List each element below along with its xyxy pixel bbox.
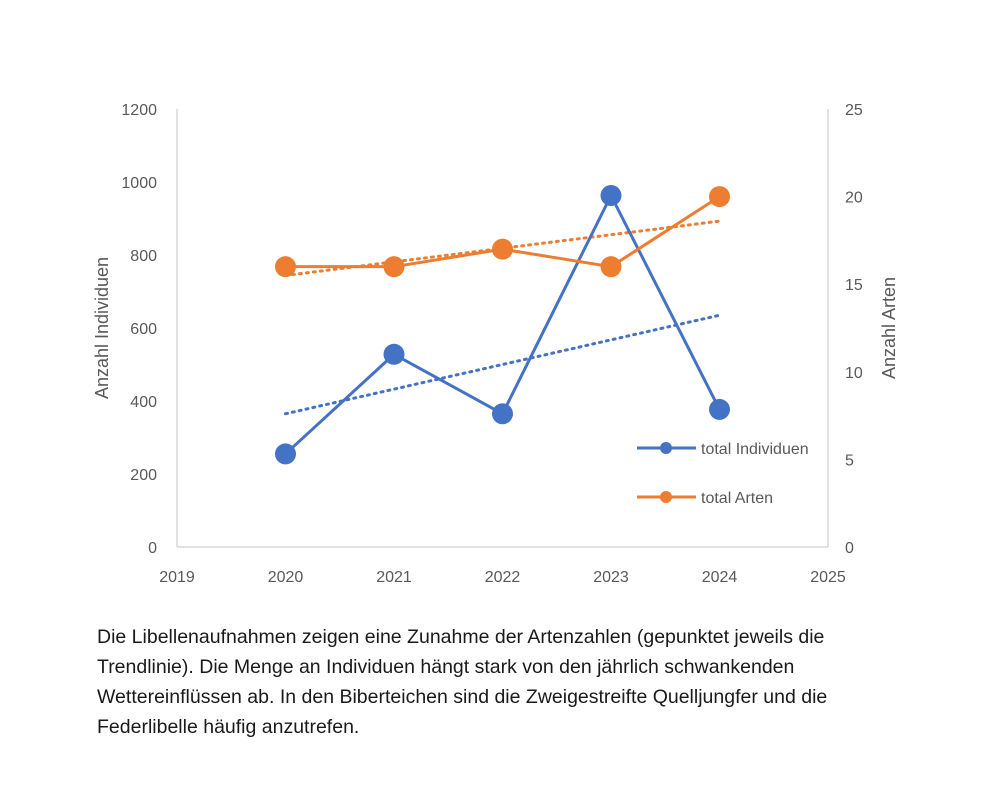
right-y-tick-5: 5 <box>845 452 854 469</box>
marker-total-individuen-2020 <box>275 443 296 465</box>
legend: total Individuen total Arten <box>637 441 809 507</box>
left-y-tick-200: 200 <box>130 467 157 484</box>
x-tick-2022: 2022 <box>485 569 521 586</box>
trendline-total-individuen <box>284 313 721 416</box>
series-markers <box>275 185 730 465</box>
x-tick-labels: 2019 2020 2021 2022 2023 2024 2025 <box>159 569 846 586</box>
right-y-tick-10: 10 <box>845 365 863 382</box>
x-tick-2021: 2021 <box>376 569 412 586</box>
legend-marker-arten <box>660 491 672 503</box>
marker-total-individuen-2024 <box>709 398 730 420</box>
legend-marker-individuen <box>660 442 672 454</box>
right-y-tick-20: 20 <box>845 190 863 207</box>
right-y-tick-0: 0 <box>845 540 854 557</box>
marker-total-arten-2020 <box>275 256 296 278</box>
legend-label-individuen: total Individuen <box>701 441 809 458</box>
marker-total-individuen-2022 <box>492 403 513 425</box>
right-y-tick-labels: 0 5 10 15 20 25 <box>845 102 863 557</box>
left-y-tick-labels: 0 200 400 600 800 1000 1200 <box>121 102 157 557</box>
left-y-tick-600: 600 <box>130 321 157 338</box>
left-y-tick-400: 400 <box>130 394 157 411</box>
right-y-tick-15: 15 <box>845 277 863 294</box>
x-tick-2020: 2020 <box>268 569 304 586</box>
right-y-tick-25: 25 <box>845 102 863 119</box>
chart-caption: Die Libellenaufnahmen zeigen eine Zunahm… <box>97 626 828 738</box>
x-tick-2025: 2025 <box>810 569 846 586</box>
x-tick-2023: 2023 <box>593 569 629 586</box>
marker-total-individuen-2023 <box>600 185 622 207</box>
legend-label-arten: total Arten <box>701 490 773 507</box>
marker-total-arten-2022 <box>492 238 513 260</box>
left-y-tick-1200: 1200 <box>121 102 157 119</box>
marker-total-arten-2023 <box>600 256 622 278</box>
left-y-axis-label: Anzahl Individuen <box>92 257 112 399</box>
x-tick-2024: 2024 <box>702 569 738 586</box>
marker-total-individuen-2021 <box>383 343 405 365</box>
left-y-tick-800: 800 <box>130 248 157 265</box>
left-y-tick-1000: 1000 <box>121 175 157 192</box>
left-y-tick-0: 0 <box>148 540 157 557</box>
right-y-axis-label: Anzahl Arten <box>879 277 899 379</box>
marker-total-arten-2024 <box>709 186 730 208</box>
marker-total-arten-2021 <box>383 256 405 278</box>
x-tick-2019: 2019 <box>159 569 195 586</box>
